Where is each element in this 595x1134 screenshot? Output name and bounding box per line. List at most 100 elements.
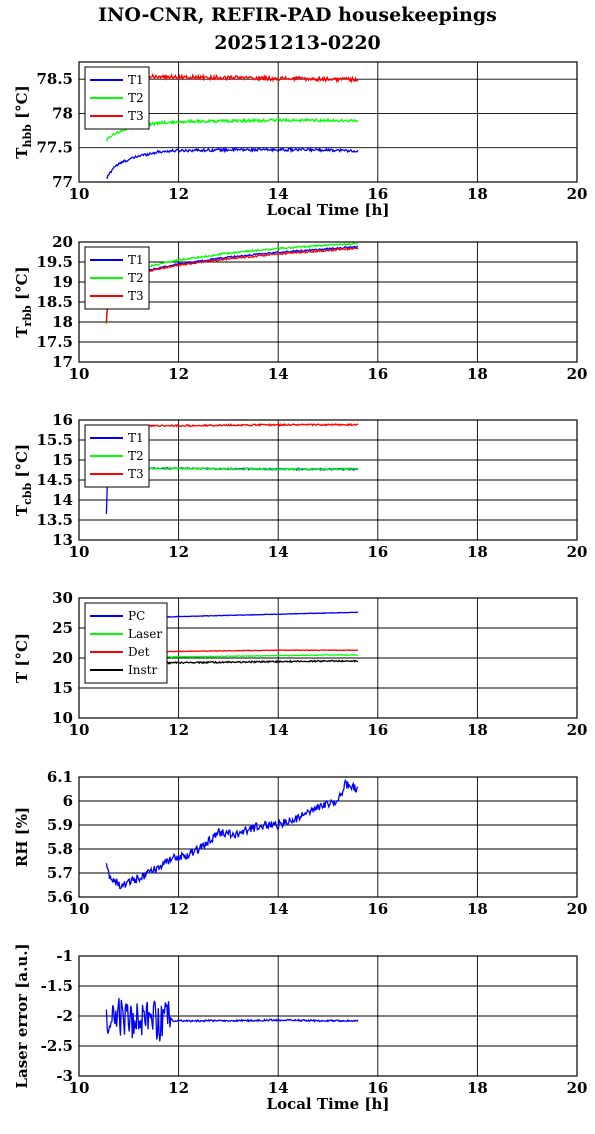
x-tick-label: 16 — [367, 900, 388, 918]
legend-entry: T3 — [128, 289, 144, 303]
series-line-t3 — [108, 422, 359, 428]
series-group — [105, 998, 359, 1042]
y-tick-label: 78.5 — [36, 70, 73, 88]
y-tick-label: 6 — [63, 792, 73, 810]
x-tick-label: 20 — [567, 900, 588, 918]
x-tick-label: 14 — [268, 185, 289, 203]
plot-frame — [78, 955, 578, 1077]
y-tick-label: -1 — [56, 947, 73, 965]
x-tick-label: 14 — [268, 543, 289, 561]
legend-entry: T1 — [128, 253, 144, 267]
x-tick-label: 14 — [268, 721, 289, 739]
y-tick-label: 5.7 — [47, 864, 73, 882]
y-tick-label: -1.5 — [41, 977, 73, 995]
x-tick-label: 12 — [168, 721, 189, 739]
y-tick-label: 18 — [52, 313, 73, 331]
y-tick-label: 14.5 — [36, 471, 73, 489]
plot-frame — [78, 61, 578, 183]
x-tick-label: 18 — [467, 900, 488, 918]
x-tick-label: 10 — [69, 365, 90, 383]
y-axis-label: RH [%] — [13, 807, 31, 867]
legend-entry: T2 — [128, 271, 144, 285]
y-tick-label: 15 — [52, 451, 73, 469]
x-tick-label: 18 — [467, 1079, 488, 1097]
legend: T1 T2 T3 — [84, 66, 150, 130]
legend-entry: T3 — [128, 109, 144, 123]
legend-entry: PC — [128, 609, 145, 623]
y-tick-label: 19.5 — [36, 253, 73, 271]
y-tick-label: 19 — [52, 273, 73, 291]
y-tick-label: -3 — [56, 1067, 73, 1085]
chart-title-line1: INO-CNR, REFIR-PAD housekeepings — [98, 4, 497, 26]
legend: T1 T2 T3 — [84, 424, 150, 488]
x-tick-label: 14 — [268, 1079, 289, 1097]
x-tick-label: 20 — [567, 185, 588, 203]
legend-entry: T1 — [128, 431, 144, 445]
y-tick-label: 6.1 — [47, 768, 73, 786]
x-tick-label: 12 — [168, 543, 189, 561]
series-line-data — [105, 998, 359, 1042]
legend-entry: T1 — [128, 73, 144, 87]
x-axis-label: Local Time [h] — [267, 1095, 390, 1113]
x-tick-label: 16 — [367, 721, 388, 739]
series-line-data — [105, 779, 359, 890]
x-tick-label: 14 — [268, 365, 289, 383]
legend-entry: T3 — [128, 467, 144, 481]
plot-frame — [78, 241, 578, 363]
panel-laser-error: 10 12 14 16 18 20 -3 -2.5 -2 -1.5 -1 Local Time [h]… — [13, 943, 587, 1113]
series-group — [105, 779, 359, 890]
y-tick-label: 10 — [52, 709, 73, 727]
legend: PC Laser Det Instr — [84, 602, 168, 684]
y-tick-label: 20 — [52, 233, 73, 251]
x-tick-label: 20 — [567, 1079, 588, 1097]
series-line-t2 — [108, 466, 359, 472]
x-tick-label: 10 — [69, 1079, 90, 1097]
y-tick-label: 5.6 — [47, 888, 73, 906]
x-tick-label: 12 — [168, 1079, 189, 1097]
legend-entry: Det — [128, 645, 150, 659]
x-tick-label: 20 — [567, 721, 588, 739]
x-tick-label: 10 — [69, 543, 90, 561]
y-axis-label: Laser error [a.u.] — [13, 943, 31, 1088]
plot-frame — [78, 597, 578, 719]
y-axis-label: Tcbb [°C] — [13, 444, 34, 516]
panel-tbb-rbb: 10 12 14 16 18 20 17 17.5 18 18.5 19 19.5 20 Trbb [°C… — [13, 233, 587, 383]
x-tick-label: 10 — [69, 185, 90, 203]
panel-tbb-cbb: 10 12 14 16 18 20 13 13.5 14 14.5 15 15.5 16 Tcbb [°C… — [13, 411, 587, 561]
legend-entry: Laser — [128, 627, 162, 641]
x-tick-label: 20 — [567, 543, 588, 561]
x-tick-label: 16 — [367, 185, 388, 203]
x-tick-label: 18 — [467, 543, 488, 561]
chart-title-line2: 20251213-0220 — [214, 32, 381, 54]
plot-frame — [78, 776, 578, 898]
y-tick-label: 17.5 — [36, 333, 73, 351]
x-tick-label: 16 — [367, 543, 388, 561]
y-tick-label: 30 — [52, 589, 73, 607]
y-tick-label: -2.5 — [41, 1037, 73, 1055]
y-tick-label: 15 — [52, 679, 73, 697]
y-tick-label: 77 — [52, 173, 73, 191]
y-tick-label: -2 — [56, 1007, 73, 1025]
series-line-t1 — [106, 146, 359, 180]
x-tick-label: 12 — [168, 365, 189, 383]
x-tick-label: 16 — [367, 1079, 388, 1097]
legend-entry: Instr — [128, 663, 157, 677]
panel-tbb-hbb: 10 12 14 16 18 20 77 77.5 78 78.5 Local Time [h] Th… — [13, 61, 588, 219]
y-tick-label: 77.5 — [36, 139, 73, 157]
y-tick-label: 25 — [52, 619, 73, 637]
y-tick-label: 17 — [52, 353, 73, 371]
x-tick-label: 12 — [168, 185, 189, 203]
x-tick-label: 16 — [367, 365, 388, 383]
y-tick-label: 18.5 — [36, 293, 73, 311]
y-tick-label: 16 — [52, 411, 73, 429]
x-tick-label: 18 — [467, 365, 488, 383]
y-tick-label: 5.8 — [47, 840, 73, 858]
plot-frame — [78, 419, 578, 541]
y-tick-label: 5.9 — [47, 816, 73, 834]
y-axis-label: Thbb [°C] — [13, 85, 34, 158]
y-axis-label: T [°C] — [13, 633, 31, 683]
x-tick-label: 20 — [567, 365, 588, 383]
legend-entry: T2 — [128, 91, 144, 105]
y-tick-label: 15.5 — [36, 431, 73, 449]
